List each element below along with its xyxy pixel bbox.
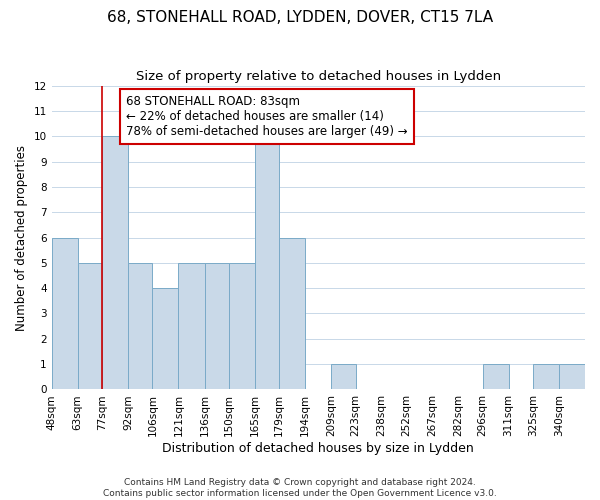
Text: Contains HM Land Registry data © Crown copyright and database right 2024.
Contai: Contains HM Land Registry data © Crown c… — [103, 478, 497, 498]
Bar — [178, 263, 205, 390]
Bar — [128, 263, 152, 390]
Bar — [255, 136, 279, 390]
Title: Size of property relative to detached houses in Lydden: Size of property relative to detached ho… — [136, 70, 501, 83]
Text: 68 STONEHALL ROAD: 83sqm
← 22% of detached houses are smaller (14)
78% of semi-d: 68 STONEHALL ROAD: 83sqm ← 22% of detach… — [127, 94, 408, 138]
Bar — [52, 238, 78, 390]
Bar — [559, 364, 585, 390]
Y-axis label: Number of detached properties: Number of detached properties — [15, 144, 28, 330]
Bar — [205, 263, 229, 390]
Bar — [78, 263, 102, 390]
X-axis label: Distribution of detached houses by size in Lydden: Distribution of detached houses by size … — [163, 442, 474, 455]
Bar — [102, 136, 128, 390]
Bar — [482, 364, 509, 390]
Bar — [331, 364, 356, 390]
Bar — [152, 288, 178, 390]
Text: 68, STONEHALL ROAD, LYDDEN, DOVER, CT15 7LA: 68, STONEHALL ROAD, LYDDEN, DOVER, CT15 … — [107, 10, 493, 25]
Bar — [279, 238, 305, 390]
Bar — [533, 364, 559, 390]
Bar — [229, 263, 255, 390]
